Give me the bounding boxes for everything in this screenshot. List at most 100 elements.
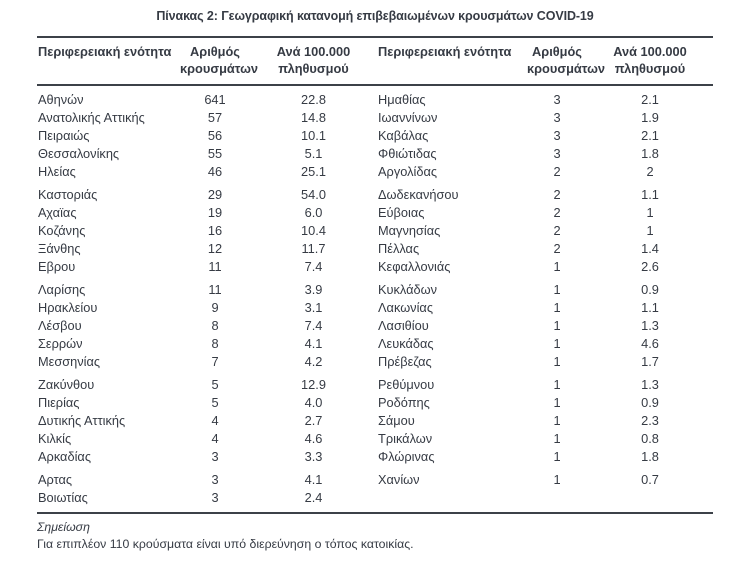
region-name-cell: Βοιωτίας [38,489,88,505]
cases-count-cell: 1 [553,471,561,487]
cases-count-cell: 2 [553,204,561,220]
per-100k-cell: 7.4 [304,258,323,274]
cases-count-cell: 56 [207,127,223,143]
table-row: Κεφαλλονιάς 1 2.6 [377,257,713,275]
table-row: Λέσβου 8 7.4 [37,316,377,334]
table-row: Αρτας 3 4.1 [37,470,377,488]
per-100k-cell: 4.0 [304,394,323,410]
table-row: Αρκαδίας 3 3.3 [37,447,377,465]
header-left-half: Περιφερειακή ενότητα Αριθμός κρουσμάτων … [37,38,377,84]
cases-count-cell: 2 [553,240,561,256]
per-100k-cell: 12.9 [301,376,326,392]
per-100k-cell: 1.1 [641,299,659,315]
per-100k-cell: 25.1 [301,163,326,179]
per-100k-cell: 4.2 [304,353,323,369]
region-name-cell: Αργολίδας [378,163,438,179]
table-row: Λευκάδας 1 4.6 [377,334,713,352]
cases-count-cell: 7 [211,353,219,369]
per-100k-cell: 22.8 [301,91,326,107]
region-name-cell: Λασιθίου [378,317,429,333]
region-name-cell: Πιερίας [38,394,80,410]
cases-count-cell: 1 [553,258,561,274]
table-left-half: Αθηνών 641 22.8 Ανατολικής Αττικής 57 14.8 Πει… [37,90,377,506]
table-row: Εύβοιας 2 1 [377,203,713,221]
region-name-cell: Σάμου [378,412,415,428]
table-row: Εβρου 11 7.4 [37,257,377,275]
region-name-cell: Λευκάδας [378,335,434,351]
cases-count-cell: 3 [553,91,561,107]
region-name-cell: Αθηνών [38,91,84,107]
per-100k-cell: 11.7 [301,240,326,256]
table-row: Αργολίδας 2 2 [377,162,713,180]
per-100k-cell: 1 [646,204,654,220]
table-row: Λασιθίου 1 1.3 [377,316,713,334]
table-row: Δωδεκανήσου 2 1.1 [377,185,713,203]
region-name-cell: Πειραιώς [38,127,90,143]
table-top-rule [37,36,713,38]
row-group: Ζακύνθου 5 12.9 Πιερίας 5 4.0 Δυτικής Αττικής 4… [37,375,377,465]
table-row: Θεσσαλονίκης 55 5.1 [37,144,377,162]
table-row: Σερρών 8 4.1 [37,334,377,352]
row-group: Λαρίσης 11 3.9 Ηρακλείου 9 3.1 Λέσβου 8 7.4 Σερρώ… [37,280,377,370]
per-100k-cell: 2 [646,163,654,179]
header-cases-right: Αριθμός κρουσμάτων [527,44,606,76]
row-group: Ημαθίας 3 2.1 Ιωαννίνων 3 1.9 Καβάλας 3 2.1 Φθιώτ… [377,90,713,180]
cases-count-cell: 11 [208,258,222,274]
table-body: Αθηνών 641 22.8 Ανατολικής Αττικής 57 14.8 Πει… [37,86,713,512]
per-100k-cell: 2.3 [641,412,659,428]
region-name-cell: Κιλκίς [38,430,72,446]
table-row: Ημαθίας 3 2.1 [377,90,713,108]
table-row: Λαρίσης 11 3.9 [37,280,377,298]
region-name-cell: Λέσβου [38,317,82,333]
row-group: Κυκλάδων 1 0.9 Λακωνίας 1 1.1 Λασιθίου 1 1.3 Λευκ… [377,280,713,370]
header-region-right: Περιφερειακή ενότητα [378,44,512,59]
cases-count-cell: 9 [211,299,219,315]
cases-count-cell: 2 [553,163,561,179]
per-100k-cell: 6.0 [304,204,323,220]
table-row: Αθηνών 641 22.8 [37,90,377,108]
region-name-cell: Εβρου [38,258,76,274]
table-bottom-rule [37,512,713,514]
per-100k-cell: 2.4 [304,489,323,505]
table-row: Πειραιώς 56 10.1 [37,126,377,144]
region-name-cell: Κυκλάδων [378,281,438,297]
region-name-cell: Ανατολικής Αττικής [38,109,145,125]
cases-count-cell: 1 [553,335,561,351]
table-row: Ροδόπης 1 0.9 [377,393,713,411]
per-100k-cell: 2.1 [641,91,659,107]
table-row: Καστοριάς 29 54.0 [37,185,377,203]
cases-count-cell: 1 [553,281,561,297]
per-100k-cell: 3.1 [304,299,323,315]
table-title: Πίνακας 2: Γεωγραφική κατανομή επιβεβαιω… [156,9,594,23]
table-row: Ρεθύμνου 1 1.3 [377,375,713,393]
region-name-cell: Σερρών [38,335,83,351]
table-row: Βοιωτίας 3 2.4 [37,488,377,506]
cases-count-cell: 1 [553,412,561,428]
table-row: Φλώρινας 1 1.8 [377,447,713,465]
table-row: Σάμου 1 2.3 [377,411,713,429]
region-name-cell: Αρκαδίας [38,448,91,464]
region-name-cell: Πέλλας [378,240,420,256]
per-100k-cell: 54.0 [301,186,326,202]
cases-count-cell: 5 [211,394,219,410]
note-text: Για επιπλέον 110 κρούσματα είναι υπό διε… [37,537,414,551]
region-name-cell: Κοζάνης [38,222,86,238]
header-right-half: Περιφερειακή ενότητα Αριθμός κρουσμάτων … [377,38,713,84]
table-row: Λακωνίας 1 1.1 [377,298,713,316]
region-name-cell: Ρεθύμνου [378,376,435,392]
cases-count-cell: 29 [207,186,223,202]
per-100k-cell: 0.9 [641,394,659,410]
per-100k-cell: 2.6 [641,258,659,274]
per-100k-cell: 1.3 [641,317,659,333]
table-right-half: Ημαθίας 3 2.1 Ιωαννίνων 3 1.9 Καβάλας 3 2.1 Φθιώτ… [377,90,713,506]
region-name-cell: Τρικάλων [378,430,433,446]
region-name-cell: Κεφαλλονιάς [378,258,451,274]
per-100k-cell: 4.1 [304,335,323,351]
row-group: Αρτας 3 4.1 Βοιωτίας 3 2.4 [37,470,377,506]
region-name-cell: Καβάλας [378,127,429,143]
header-region-left: Περιφερειακή ενότητα [38,44,172,59]
region-name-cell: Δωδεκανήσου [378,186,459,202]
region-name-cell: Δυτικής Αττικής [38,412,126,428]
region-name-cell: Ηλείας [38,163,76,179]
cases-count-cell: 4 [211,412,219,428]
